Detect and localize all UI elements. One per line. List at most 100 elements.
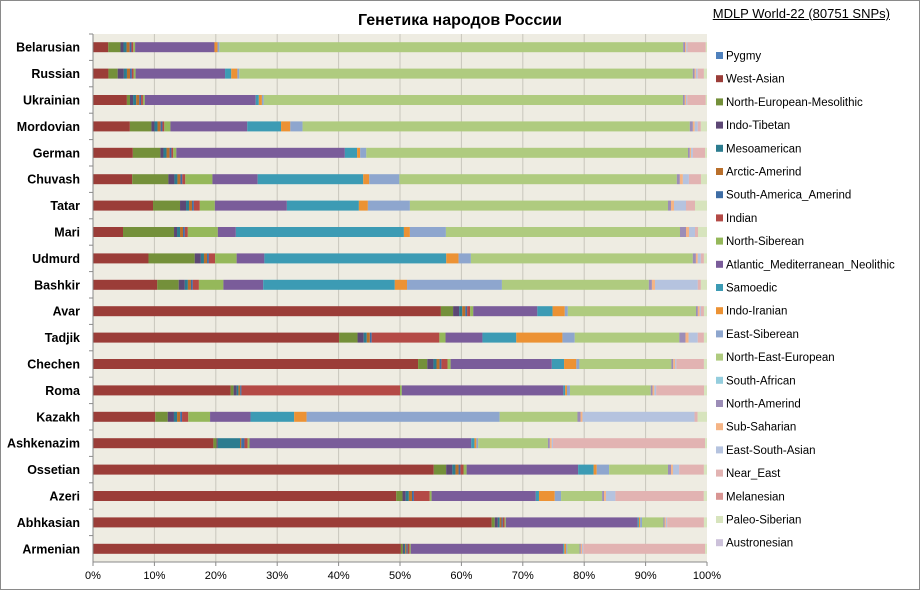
legend-swatch [716,52,723,59]
bar-segment [593,464,597,475]
bar-segment [160,121,163,132]
bar-segment [703,332,707,343]
bar-segment [412,491,414,501]
bar-segment [123,227,175,237]
bar-segment [460,464,464,475]
bar-segment [153,200,181,211]
bar-segment [358,200,368,211]
legend-label: North-East-European [726,352,835,364]
bar-segment [93,95,127,105]
bar-segment [208,253,216,264]
bar-segment [214,200,287,211]
bar-segment [93,332,340,343]
bar-segment [126,42,130,53]
bar-segment [184,227,188,237]
bar-segment [180,227,184,237]
legend-swatch [716,539,723,547]
legend-swatch [716,469,723,477]
legend-label: East-Siberean [726,329,799,341]
bar-segment [401,385,564,396]
bar-segment [476,438,479,449]
bar-segment [236,253,265,264]
bar-segment [679,464,704,475]
bar-segment [108,68,118,79]
bar-segment [648,279,652,290]
bar-segment [93,227,124,237]
chart-source-note: MDLP World-22 (80751 SNPs) [712,6,890,21]
legend-swatch [716,237,723,245]
bar-segment [703,253,707,264]
bar-segment [688,147,690,158]
category-label: Mari [54,226,80,240]
bar-segment [694,411,698,422]
bar-segment [306,411,500,422]
bar-segment [650,385,653,396]
bar-segment [169,147,172,158]
legend-swatch [716,376,723,384]
bar-segment [241,438,245,449]
bar-segment [190,279,193,290]
bar-segment [641,517,664,528]
bar-segment [431,491,536,501]
bar-segment [466,464,579,475]
legend-swatch [716,353,723,361]
bar-segment [651,279,655,290]
bar-segment [679,227,686,237]
legend-label: Austronesian [726,538,793,550]
bar-segment [576,359,580,369]
bar-segment [258,95,262,105]
bar-segment [667,200,671,211]
bar-segment [126,95,130,105]
bar-segment [407,279,502,290]
bar-segment [554,491,562,501]
bar-segment [407,543,410,554]
bar-segment [184,279,188,290]
category-label: Azeri [49,490,80,504]
bar-segment [445,227,680,237]
bar-segment [217,438,241,449]
bar-segment [263,279,395,290]
bar-segment [580,411,583,422]
bar-segment [93,517,492,528]
legend: Pygmy West-Asian North-European-Mesolithic… [716,51,895,550]
bar-segment [433,464,447,475]
legend-label: North-European-Mesolithic [726,97,863,109]
bar-segment [240,438,242,449]
bar-segment [705,95,707,105]
bar-segment [410,543,564,554]
bar-segment [171,147,174,158]
bar-segment [157,121,161,132]
bar-segment [458,464,461,475]
bar-segment [281,121,291,132]
bar-segment [418,359,428,369]
bar-segment [132,174,169,185]
bar-segment [664,517,666,528]
bar-segment [93,68,109,79]
legend-label: South-America_Amerind [726,190,851,202]
bar-segment [174,227,178,237]
bar-segment [198,279,224,290]
bar-segment [400,543,403,554]
bar-segment [579,359,672,369]
bar-segment [551,359,565,369]
bar-segment [697,332,704,343]
bar-segment [473,306,538,317]
bar-segment [665,517,668,528]
bar-segment [180,200,187,211]
bar-segment [257,174,364,185]
bar-segment [126,68,131,79]
x-tick-label: 70% [512,570,534,582]
bar-segment [213,438,217,449]
bar-segment [697,227,707,237]
legend-swatch [716,446,723,454]
legend-swatch [716,516,723,523]
bar-segment [471,438,475,449]
bar-segment [182,411,189,422]
bar-segment [667,517,704,528]
bar-segment [294,411,307,422]
bar-segment [679,332,686,343]
bar-segment [93,438,214,449]
bar-segment [547,438,550,449]
bar-segment [369,332,372,343]
legend-swatch [716,121,723,129]
